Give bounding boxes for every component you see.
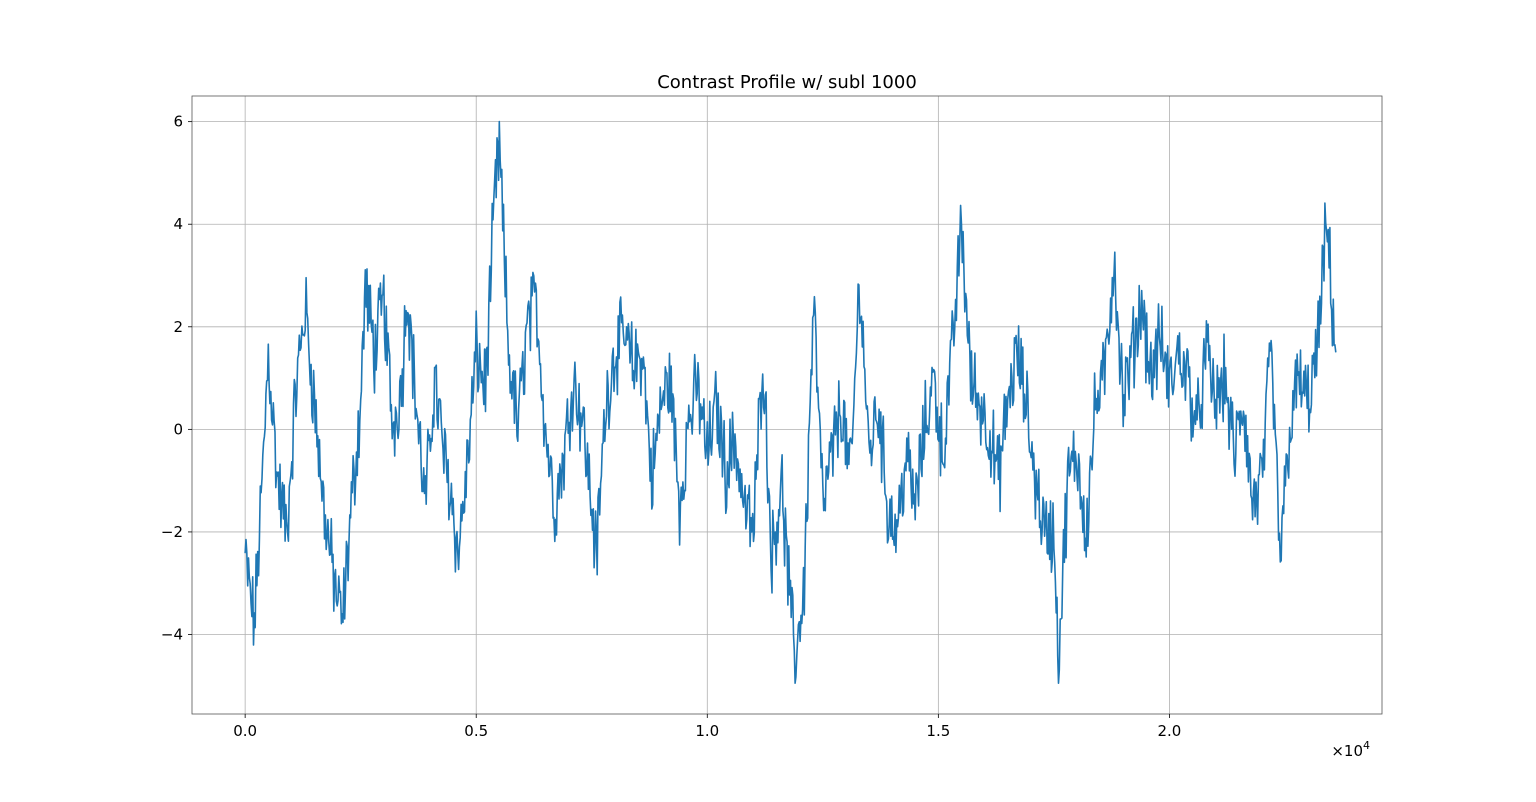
y-tick-label: −4 — [161, 626, 183, 644]
x-tick-label: 1.5 — [926, 722, 950, 740]
y-tick-label: 6 — [173, 113, 183, 131]
x-multiplier-exponent: 4 — [1363, 739, 1370, 752]
x-tick-label: 1.0 — [695, 722, 719, 740]
ticks: 0.0 0.5 1.0 1.5 2.0 −4 −2 0 2 4 6 — [161, 113, 1181, 740]
y-tick-label: 4 — [173, 215, 183, 233]
y-tick-label: −2 — [161, 523, 183, 541]
grid — [192, 96, 1382, 714]
plot-frame — [191, 95, 1383, 715]
chart-title: Contrast Profile w/ subl 1000 — [657, 72, 917, 93]
y-tick-label: 2 — [173, 318, 183, 336]
series-layer — [244, 120, 1337, 684]
x-tick-label: 2.0 — [1157, 722, 1181, 740]
y-tick-label: 0 — [173, 420, 183, 438]
x-axis-multiplier: ×104 — [1331, 739, 1370, 760]
x-tick-label: 0.5 — [464, 722, 488, 740]
x-multiplier-base: ×10 — [1331, 742, 1363, 760]
series-line — [244, 120, 1337, 684]
x-tick-label: 0.0 — [233, 722, 257, 740]
